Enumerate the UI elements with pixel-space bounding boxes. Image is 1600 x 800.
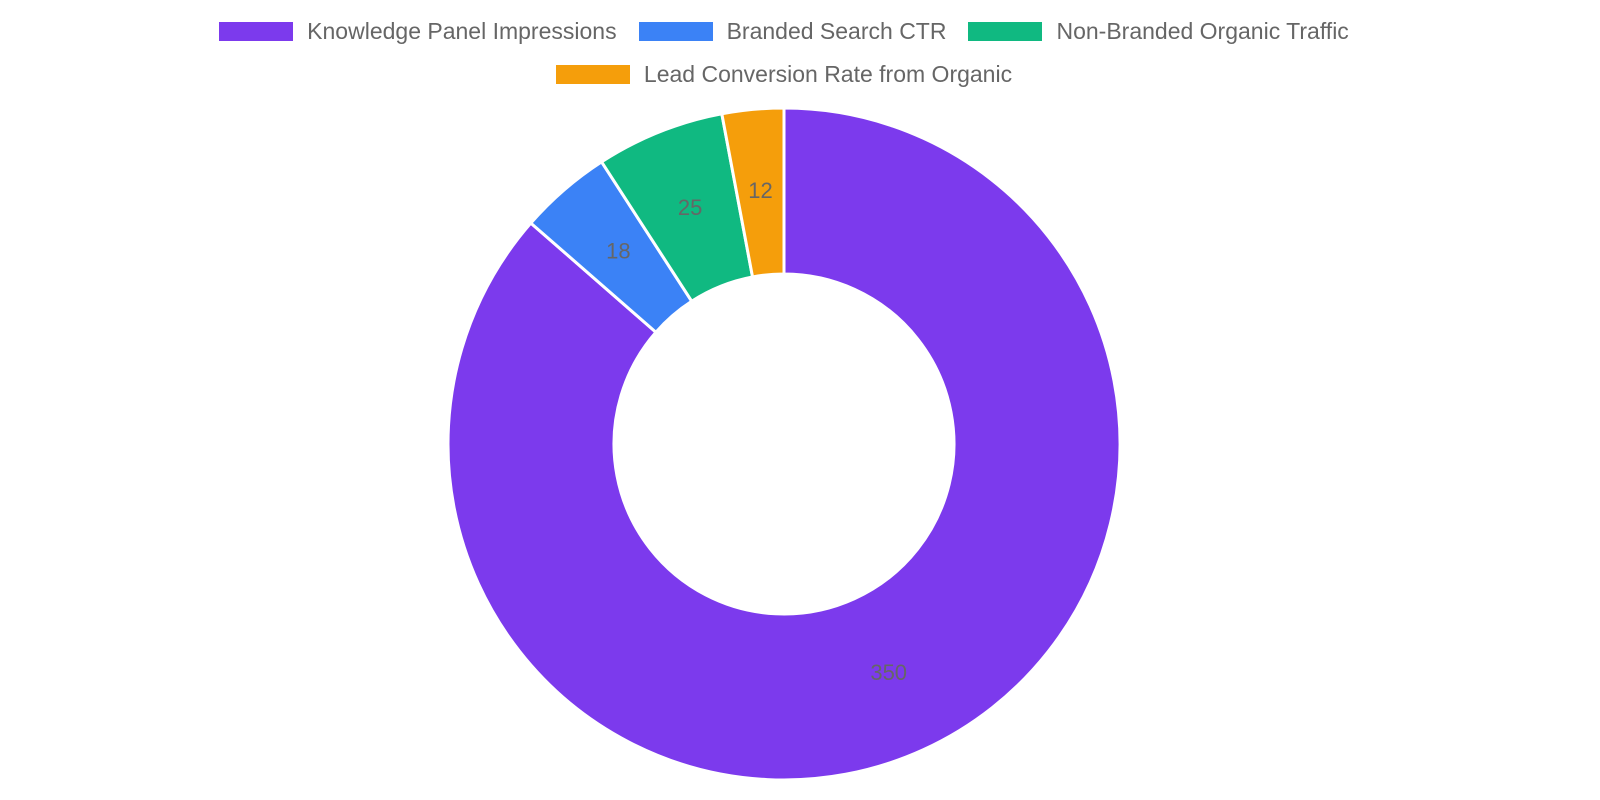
legend-item-branded-ctr[interactable]: Branded Search CTR [638, 18, 947, 45]
slice-lead-conversion[interactable] [720, 106, 786, 279]
legend-row-2: Lead Conversion Rate from Organic [0, 53, 1568, 96]
legend-item-knowledge-panel[interactable]: Knowledge Panel Impressions [219, 18, 617, 45]
legend-label: Knowledge Panel Impressions [307, 18, 617, 44]
legend-item-non-branded-traffic[interactable]: Non-Branded Organic Traffic [968, 18, 1349, 45]
legend-swatch-icon [219, 22, 294, 41]
legend-swatch-icon [968, 22, 1043, 41]
legend-label: Branded Search CTR [726, 18, 947, 44]
legend-swatch-icon [555, 65, 630, 84]
legend-row-1: Knowledge Panel Impressions Branded Sear… [0, 10, 1568, 53]
legend-label: Non-Branded Organic Traffic [1056, 18, 1349, 44]
data-label-branded-ctr: 18 [606, 239, 630, 264]
legend-label: Lead Conversion Rate from Organic [643, 61, 1013, 87]
data-label-non-branded-traffic: 25 [678, 195, 702, 220]
chart-data-labels: 350 18 25 12 [606, 178, 907, 685]
chart-slices [446, 106, 1122, 782]
chart-legend: Knowledge Panel Impressions Branded Sear… [0, 0, 1568, 96]
data-label-knowledge-panel: 350 [870, 660, 907, 685]
legend-item-lead-conversion[interactable]: Lead Conversion Rate from Organic [555, 61, 1013, 88]
legend-swatch-icon [638, 22, 713, 41]
data-label-lead-conversion: 12 [748, 178, 772, 203]
slice-knowledge-panel[interactable] [446, 106, 1122, 782]
